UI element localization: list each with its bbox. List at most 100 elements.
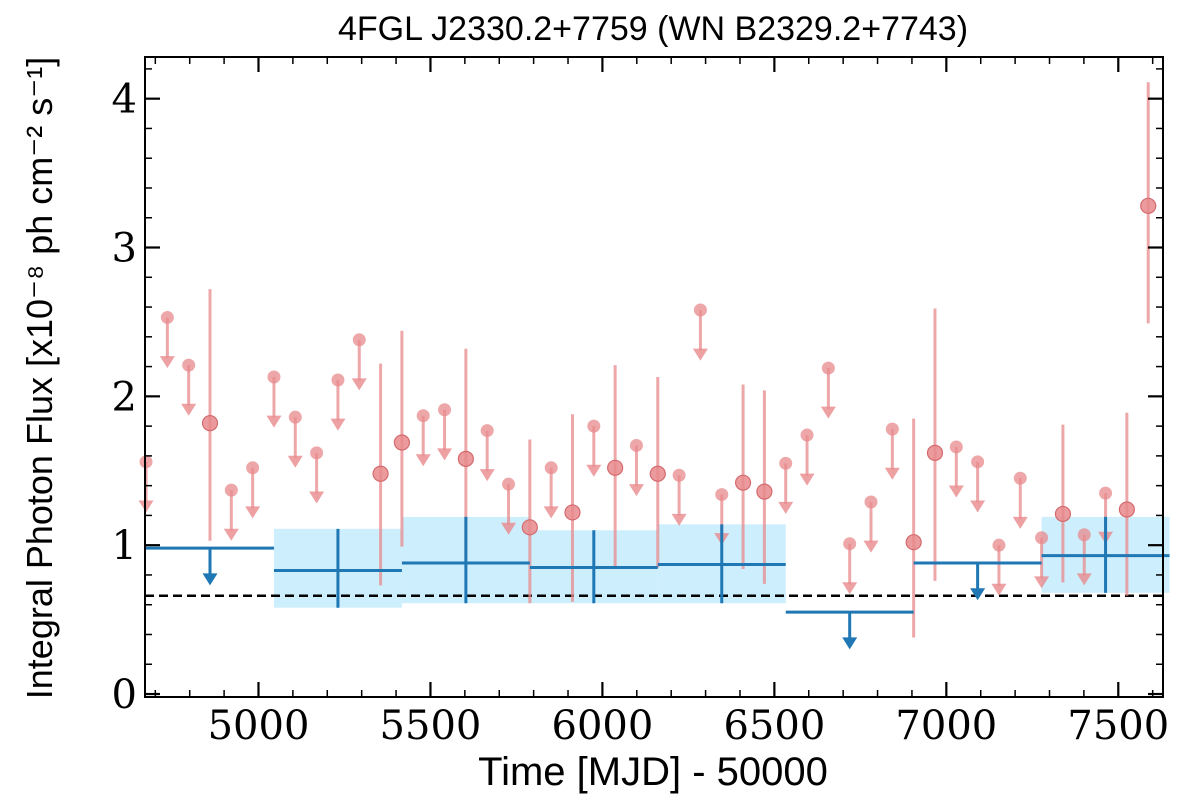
upper-limit-arrow	[970, 588, 986, 601]
upper-limit-arrow	[948, 485, 964, 498]
detection-marker	[649, 465, 666, 482]
upper-limit-arrow	[692, 348, 708, 361]
upper-limit-arrow	[351, 378, 367, 391]
y-tick-label: 4	[112, 77, 137, 123]
upper-limit-arrow	[181, 403, 197, 416]
upper-limit-marker	[885, 422, 899, 436]
upper-limit-arrow	[479, 469, 495, 482]
short-bin-upper-limit	[1034, 531, 1050, 589]
detection-marker	[1054, 505, 1072, 523]
y-tick-label: 3	[112, 226, 137, 272]
upper-limit-marker	[331, 373, 345, 387]
upper-limit-marker	[971, 455, 985, 469]
upper-limit-marker	[182, 358, 196, 372]
upper-limit-marker	[1099, 486, 1113, 500]
upper-limit-arrow	[138, 500, 154, 513]
detection-marker	[734, 474, 752, 491]
short-bin-upper-limit	[266, 370, 282, 428]
short-bin-upper-limit	[287, 410, 303, 468]
upper-limit-arrow	[415, 454, 431, 467]
x-tick-label: 5000	[208, 703, 310, 749]
short-bin-detection	[649, 377, 666, 568]
short-bin-upper-limit	[970, 455, 986, 513]
short-bin-detection	[393, 330, 411, 547]
detection-marker	[372, 465, 389, 482]
upper-limit-marker	[992, 538, 1006, 552]
short-bin-upper-limit	[351, 333, 367, 391]
short-bin-upper-limit	[778, 456, 794, 514]
short-bin-upper-limit	[309, 446, 325, 504]
upper-limit-marker	[416, 409, 430, 423]
short-bin-upper-limit	[415, 409, 431, 467]
x-tick-label: 5500	[380, 703, 482, 749]
detection-marker	[393, 434, 411, 451]
upper-limit-marker	[246, 461, 260, 475]
x-tick-label: 7500	[1067, 703, 1169, 749]
upper-limit-marker	[949, 440, 963, 454]
upper-limit-marker	[544, 461, 558, 475]
short-bin-detection	[564, 414, 581, 602]
upper-limit-marker	[310, 446, 324, 460]
short-bin-detection	[1140, 82, 1157, 324]
short-bin-detection	[1118, 412, 1135, 596]
short-bin-upper-limit	[671, 468, 687, 526]
upper-limit-arrow	[266, 415, 282, 428]
upper-limit-marker	[864, 495, 878, 509]
long-bin-points	[146, 516, 1170, 650]
long-bin-measurement	[273, 528, 402, 608]
upper-limit-marker	[502, 477, 516, 491]
upper-limit-arrow	[842, 582, 858, 595]
upper-limit-marker	[587, 419, 601, 433]
upper-limit-marker	[800, 428, 814, 442]
y-tick-label: 0	[112, 672, 137, 718]
axes: 5000 5500 6000 6500 7000 7500 0 1 2 3 4	[112, 56, 1169, 749]
upper-limit-arrow	[1012, 516, 1028, 529]
long-bin-measurement	[401, 516, 530, 604]
upper-limit-marker	[1077, 528, 1091, 542]
detection-marker	[521, 519, 538, 536]
upper-limit-arrow	[820, 406, 836, 419]
short-bin-upper-limit	[991, 538, 1007, 596]
short-bin-points	[138, 82, 1157, 638]
y-tick-label: 2	[112, 374, 137, 420]
long-bin-upper-limit	[146, 546, 274, 586]
short-bin-upper-limit	[330, 373, 346, 431]
upper-limit-marker	[267, 370, 281, 384]
upper-limit-marker	[352, 333, 366, 347]
short-bin-detection	[201, 289, 219, 541]
short-bin-detection	[756, 390, 773, 584]
upper-limit-arrow	[223, 528, 239, 541]
short-bin-upper-limit	[181, 358, 197, 416]
short-bin-upper-limit	[543, 461, 559, 519]
short-bin-upper-limit	[245, 461, 261, 519]
upper-limit-arrow	[671, 513, 687, 526]
short-bin-detection	[734, 384, 752, 569]
upper-limit-arrow	[842, 637, 858, 650]
upper-limit-arrow	[245, 506, 261, 519]
upper-limit-arrow	[1034, 576, 1050, 589]
upper-limit-arrow	[309, 491, 325, 504]
short-bin-upper-limit	[138, 455, 154, 513]
upper-limit-arrow	[778, 501, 794, 514]
detection-marker	[905, 534, 922, 551]
upper-limit-marker	[139, 455, 153, 469]
short-bin-upper-limit	[223, 483, 239, 541]
detection-marker	[457, 450, 474, 467]
plot-frame	[144, 56, 1164, 698]
detection-marker	[1140, 197, 1157, 214]
detection-marker	[564, 504, 581, 521]
detection-marker	[926, 444, 944, 462]
chart-title: 4FGL J2330.2+7759 (WN B2329.2+7743)	[338, 10, 968, 48]
upper-limit-marker	[480, 424, 494, 438]
long-bin-measurement	[529, 530, 658, 604]
short-bin-upper-limit	[628, 438, 644, 497]
short-bin-detection	[926, 308, 944, 581]
upper-limit-arrow	[863, 540, 879, 553]
short-bin-upper-limit	[863, 495, 879, 553]
upper-limit-marker	[715, 488, 729, 502]
detection-marker	[607, 459, 624, 476]
upper-limit-marker	[288, 410, 302, 424]
detection-marker	[1118, 501, 1135, 518]
detection-marker	[756, 483, 773, 500]
short-bin-upper-limit	[437, 403, 453, 461]
